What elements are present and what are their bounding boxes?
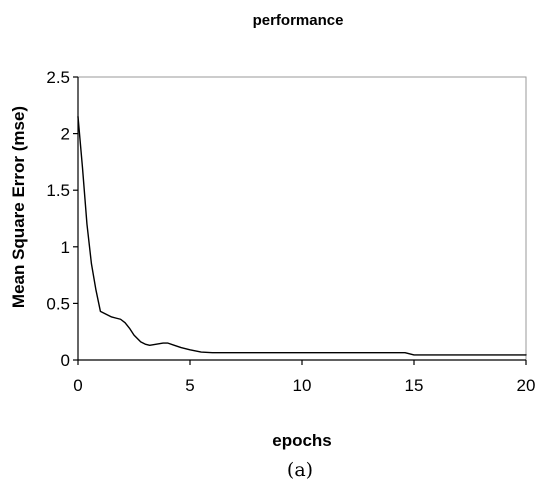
plot-area: 0 0.5 1 1.5 2 2.5 0 5 10 15 20 [46,68,535,395]
chart-title: performance [253,12,344,29]
y-tick-label: 0 [61,351,70,370]
y-axis-ticks: 0 0.5 1 1.5 2 2.5 [46,68,78,370]
figure-caption: (a) [287,459,313,481]
x-axis-ticks: 0 5 10 15 20 [73,360,535,395]
series-layer [77,115,527,356]
x-tick-label: 20 [517,376,536,395]
x-tick-label: 0 [73,376,82,395]
x-tick-label: 10 [293,376,312,395]
plot-frame [77,76,527,361]
y-tick-label: 0.5 [46,294,70,313]
y-tick-label: 1 [61,238,70,257]
y-axis-label: Mean Square Error (mse) [9,106,28,308]
mse-series-line [77,115,527,356]
y-tick-label: 1.5 [46,181,70,200]
y-tick-label: 2.5 [46,68,70,87]
x-tick-label: 15 [405,376,424,395]
axes [77,77,526,361]
x-tick-label: 5 [185,376,194,395]
x-axis-label: epochs [272,431,332,450]
y-tick-label: 2 [61,125,70,144]
